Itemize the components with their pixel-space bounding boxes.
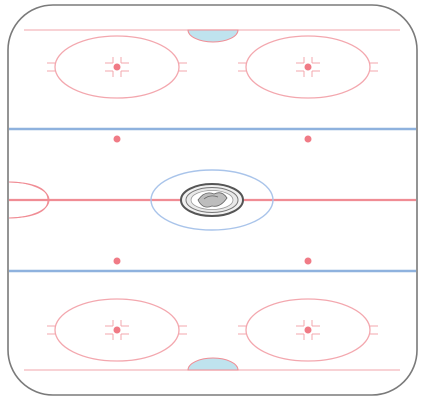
faceoff-circle-top-right (238, 35, 378, 99)
neutral-dot-top-right (304, 135, 312, 143)
referee-crease (8, 181, 49, 219)
faceoff-ring (245, 298, 371, 362)
neutral-dot-top-left (113, 135, 121, 143)
faceoff-dot (304, 326, 312, 334)
center-circle (150, 169, 274, 231)
faceoff-dot (113, 326, 121, 334)
bottom-goal-crease (187, 357, 239, 371)
neutral-dot-bottom-right (304, 257, 312, 265)
faceoff-ring (54, 35, 180, 99)
faceoff-circle-bottom-left (47, 298, 187, 362)
faceoff-ring (54, 298, 180, 362)
faceoff-dot (304, 63, 312, 71)
top-goal-crease (187, 29, 239, 43)
faceoff-circle-bottom-right (238, 298, 378, 362)
faceoff-circle-top-left (47, 35, 187, 99)
center-ice-logo (180, 183, 244, 217)
faceoff-dot (113, 63, 121, 71)
faceoff-ring (245, 35, 371, 99)
neutral-dot-bottom-left (113, 257, 121, 265)
